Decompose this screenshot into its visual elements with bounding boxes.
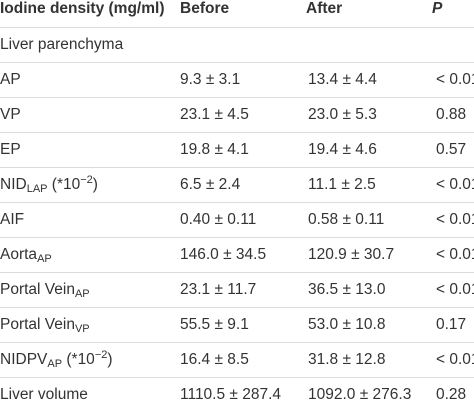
row-label-suffix: (*10 bbox=[62, 351, 95, 368]
row-after-value: 11.1 ± 2.5 bbox=[302, 168, 428, 203]
row-before-value: 23.1 ± 4.5 bbox=[176, 98, 302, 133]
row-label-base: AIF bbox=[0, 211, 24, 228]
header-label: Iodine density (mg/ml) bbox=[0, 0, 176, 28]
row-label: Portal VeinAP bbox=[0, 273, 176, 308]
row-after-value: 0.58 ± 0.11 bbox=[302, 203, 428, 238]
section-label: Liver parenchyma bbox=[0, 28, 474, 63]
row-label-suffix-end: ) bbox=[93, 176, 98, 193]
row-before-value: 55.5 ± 9.1 bbox=[176, 308, 302, 343]
header-after: After bbox=[302, 0, 428, 28]
row-before-value: 9.3 ± 3.1 bbox=[176, 63, 302, 98]
row-p-value: 0.17 bbox=[428, 308, 474, 343]
row-after-value: 120.9 ± 30.7 bbox=[302, 238, 428, 273]
row-label-base: Liver volume bbox=[0, 386, 88, 403]
row-p-value: < 0.01 bbox=[428, 343, 474, 378]
row-label-subscript: AP bbox=[37, 253, 52, 265]
row-label: VP bbox=[0, 98, 176, 133]
row-label-base: Portal Vein bbox=[0, 281, 75, 298]
row-after-value: 19.4 ± 4.6 bbox=[302, 133, 428, 168]
row-label: NIDLAP (*10−2) bbox=[0, 168, 176, 203]
row-before-value: 19.8 ± 4.1 bbox=[176, 133, 302, 168]
row-label-subscript: AP bbox=[75, 288, 90, 300]
row-label: AortaAP bbox=[0, 238, 176, 273]
header-p: P bbox=[428, 0, 474, 28]
row-label-base: Portal Vein bbox=[0, 316, 75, 333]
row-label: AP bbox=[0, 63, 176, 98]
row-label-suffix-end: ) bbox=[107, 351, 112, 368]
row-before-value: 0.40 ± 0.11 bbox=[176, 203, 302, 238]
row-after-value: 13.4 ± 4.4 bbox=[302, 63, 428, 98]
row-after-value: 53.0 ± 10.8 bbox=[302, 308, 428, 343]
row-p-value: 0.28 bbox=[428, 378, 474, 412]
row-label-base: NID bbox=[0, 176, 27, 193]
row-before-value: 6.5 ± 2.4 bbox=[176, 168, 302, 203]
row-p-value: < 0.01 bbox=[428, 168, 474, 203]
header-before: Before bbox=[176, 0, 302, 28]
row-label: AIF bbox=[0, 203, 176, 238]
row-before-value: 1110.5 ± 287.4 bbox=[176, 378, 302, 412]
row-after-value: 36.5 ± 13.0 bbox=[302, 273, 428, 308]
row-before-value: 16.4 ± 8.5 bbox=[176, 343, 302, 378]
row-label-base: EP bbox=[0, 141, 21, 158]
row-p-value: < 0.01 bbox=[428, 238, 474, 273]
row-after-value: 1092.0 ± 276.3 bbox=[302, 378, 428, 412]
table-row: NIDLAP (*10−2)6.5 ± 2.411.1 ± 2.5< 0.01 bbox=[0, 168, 474, 203]
row-before-value: 23.1 ± 11.7 bbox=[176, 273, 302, 308]
row-label-suffix: (*10 bbox=[48, 176, 81, 193]
table-row: AP 9.3 ± 3.113.4 ± 4.4< 0.01 bbox=[0, 63, 474, 98]
row-label-exponent: −2 bbox=[80, 174, 93, 186]
section-row: Liver parenchyma bbox=[0, 28, 474, 63]
row-label: EP bbox=[0, 133, 176, 168]
row-label-base: Aorta bbox=[0, 246, 37, 263]
row-after-value: 23.0 ± 5.3 bbox=[302, 98, 428, 133]
row-label: Liver volume bbox=[0, 378, 176, 412]
row-p-value: 0.57 bbox=[428, 133, 474, 168]
row-p-value: 0.88 bbox=[428, 98, 474, 133]
row-label-base: VP bbox=[0, 106, 21, 123]
row-label-subscript: LAP bbox=[27, 183, 48, 195]
row-label-subscript: VP bbox=[75, 323, 90, 335]
header-row: Iodine density (mg/ml) Before After P bbox=[0, 0, 474, 28]
row-label: NIDPVAP (*10−2) bbox=[0, 343, 176, 378]
row-p-value: < 0.01 bbox=[428, 273, 474, 308]
row-label-base: AP bbox=[0, 71, 21, 88]
table-row: AIF 0.40 ± 0.110.58 ± 0.11< 0.01 bbox=[0, 203, 474, 238]
row-p-value: < 0.01 bbox=[428, 203, 474, 238]
row-label-base: NIDPV bbox=[0, 351, 47, 368]
row-label-exponent: −2 bbox=[95, 349, 108, 361]
row-after-value: 31.8 ± 12.8 bbox=[302, 343, 428, 378]
row-label-subscript: AP bbox=[47, 358, 62, 370]
row-p-value: < 0.01 bbox=[428, 63, 474, 98]
row-label: Portal VeinVP bbox=[0, 308, 176, 343]
row-before-value: 146.0 ± 34.5 bbox=[176, 238, 302, 273]
